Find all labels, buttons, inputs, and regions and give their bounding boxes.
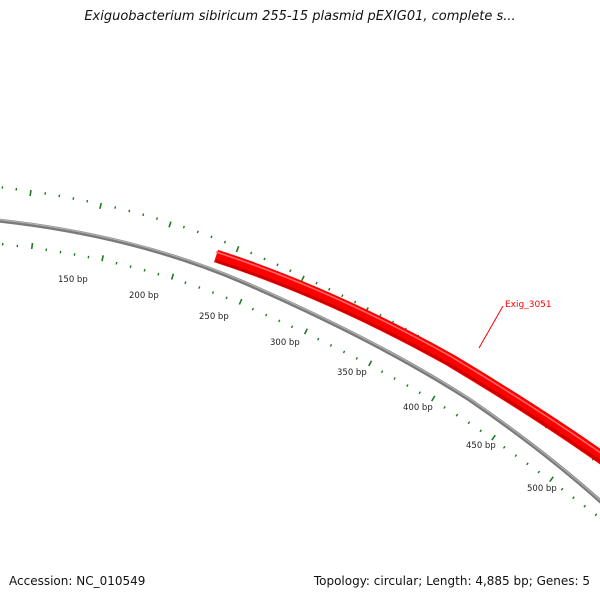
accession-text: Accession: NC_010549	[9, 574, 146, 588]
scale-tick-minor	[328, 287, 331, 291]
scale-label: 400 bp	[403, 403, 433, 413]
scale-tick-minor	[560, 487, 564, 491]
scale-tick-minor	[315, 281, 318, 285]
scale-tick-major	[303, 328, 309, 335]
scale-tick-minor	[196, 230, 199, 234]
scale-tick-minor	[583, 504, 587, 508]
scale-tick-minor	[73, 253, 76, 256]
scale-tick-major	[99, 202, 102, 209]
plasmid-backbone	[0, 218, 600, 504]
scale-label: 250 bp	[199, 312, 229, 322]
scale-tick-major	[170, 273, 175, 280]
gene-leader-line	[478, 305, 504, 349]
scale-tick-minor	[87, 255, 90, 259]
scale-tick-minor	[342, 350, 346, 354]
scale-tick-minor	[182, 225, 185, 229]
scale-label: 450 bp	[466, 441, 496, 451]
inner-scale-ticks	[1, 242, 598, 517]
scale-tick-minor	[418, 391, 421, 395]
scale-tick-minor	[289, 269, 292, 273]
scale-tick-minor	[380, 370, 384, 374]
scale-tick-minor	[86, 199, 89, 203]
scale-tick-minor	[250, 251, 253, 255]
scale-tick-major	[549, 476, 554, 483]
scale-tick-major	[235, 245, 240, 253]
scale-tick-major	[300, 275, 305, 282]
scale-tick-minor	[72, 197, 75, 200]
scale-tick-minor	[355, 356, 359, 360]
scale-label: 500 bp	[527, 484, 557, 494]
gene-feature[interactable]: Exig_3051	[213, 249, 600, 465]
scale-tick-minor	[393, 377, 396, 380]
scale-tick-minor	[341, 294, 344, 298]
scale-tick-minor	[225, 296, 228, 300]
scale-tick-minor	[115, 261, 118, 265]
scale-tick-minor	[479, 429, 482, 433]
gene-label[interactable]: Exig_3051	[505, 300, 552, 310]
scale-tick-minor	[128, 209, 131, 213]
scale-tick-minor	[198, 286, 201, 289]
scale-tick-minor	[514, 454, 518, 458]
scale-tick-minor	[251, 307, 255, 311]
scale-tick-minor	[129, 265, 132, 268]
scale-tick-minor	[526, 462, 529, 466]
scale-tick-minor	[290, 325, 294, 329]
scale-tick-minor	[210, 235, 213, 239]
gene-arc[interactable]	[213, 249, 600, 465]
scale-tick-minor	[572, 496, 575, 500]
scale-tick-major	[30, 242, 34, 250]
scale-tick-minor	[157, 272, 160, 276]
scale-tick-minor	[406, 384, 409, 387]
scale-tick-minor	[317, 337, 320, 341]
scale-tick-minor	[223, 240, 227, 244]
scale-tick-minor	[142, 213, 145, 217]
scale-tick-minor	[276, 263, 279, 267]
scale-tick-minor	[502, 445, 506, 449]
gene-arc-shade	[215, 259, 600, 464]
scale-tick-minor	[329, 343, 333, 347]
scale-tick-minor	[467, 421, 471, 425]
scale-tick-major	[368, 360, 373, 367]
scale-tick-minor	[443, 405, 446, 409]
scale-label: 350 bp	[337, 368, 367, 378]
scale-tick-major	[431, 395, 436, 402]
scale-label: 150 bp	[58, 275, 88, 285]
scale-tick-minor	[143, 268, 146, 272]
scale-tick-minor	[353, 300, 357, 304]
topology-summary: Topology: circular; Length: 4,885 bp; Ge…	[313, 574, 590, 588]
scale-tick-minor	[114, 206, 117, 209]
scale-tick-minor	[211, 291, 215, 294]
plasmid-backbone-highlight	[0, 219, 600, 501]
scale-label: 200 bp	[129, 291, 159, 301]
scale-tick-major	[491, 434, 496, 441]
scale-tick-minor	[537, 470, 541, 474]
scale-tick-major	[238, 298, 243, 305]
scale-tick-major	[168, 221, 172, 228]
scale-tick-minor	[594, 513, 598, 517]
scale-label: 300 bp	[270, 338, 300, 348]
scale-tick-major	[101, 255, 104, 262]
scale-tick-major	[29, 189, 32, 197]
scale-tick-minor	[278, 319, 281, 323]
gene-arc-shine	[215, 251, 600, 454]
plasmid-title: Exiguobacterium sibiricum 255-15 plasmid…	[84, 9, 516, 24]
scale-tick-minor	[263, 257, 266, 261]
scale-labels: 150 bp 200 bp 250 bp 300 bp 350 bp 400 b…	[58, 275, 557, 494]
scale-tick-minor	[265, 313, 268, 317]
scale-tick-minor	[155, 217, 158, 220]
scale-tick-minor	[455, 413, 459, 417]
scale-tick-minor	[184, 281, 187, 285]
scale-tick-minor	[58, 194, 61, 198]
